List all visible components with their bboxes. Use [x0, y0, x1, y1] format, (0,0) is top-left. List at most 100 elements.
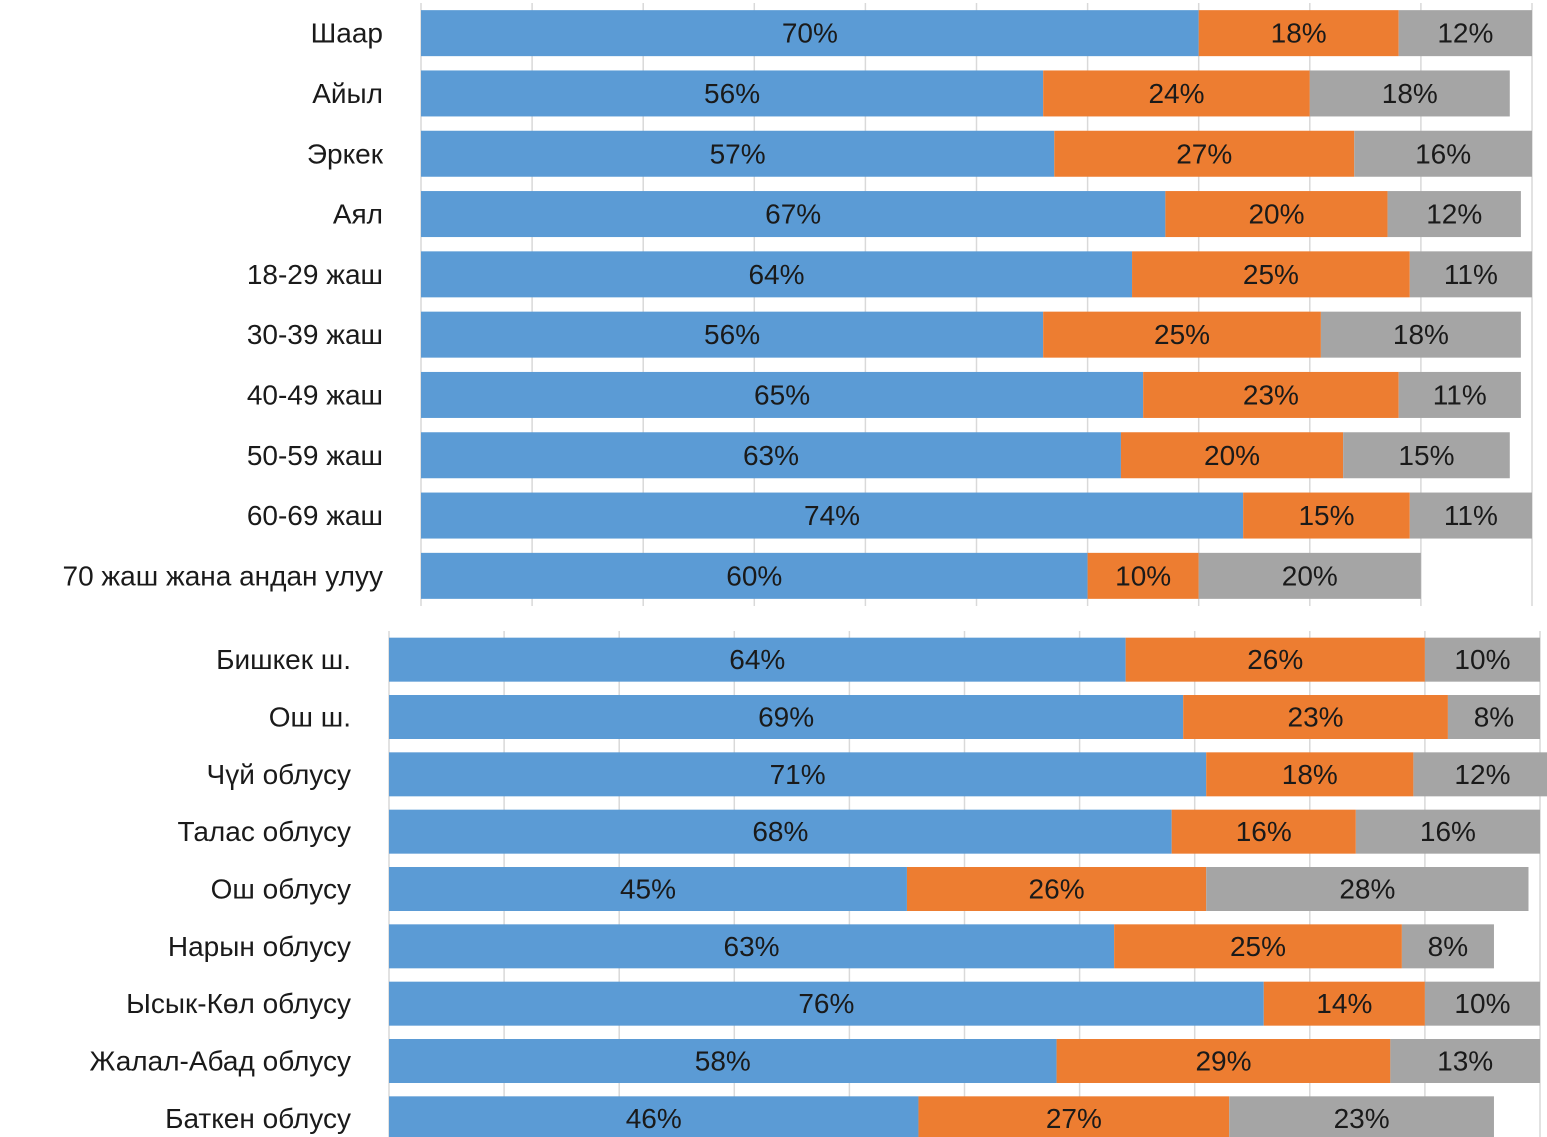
bar-segment [1409, 251, 1532, 298]
value-label: 10% [1454, 988, 1510, 1019]
bar-segment [1398, 371, 1521, 418]
value-label: 63% [743, 440, 799, 471]
value-label: 10% [1115, 560, 1171, 591]
bar-segment [421, 492, 1244, 539]
value-label: 14% [1316, 988, 1372, 1019]
value-label: 56% [704, 78, 760, 109]
value-label: 15% [1298, 500, 1354, 531]
bar-segment [918, 1096, 1230, 1137]
category-label: Нарын облусу [168, 931, 351, 962]
value-label: 64% [729, 644, 785, 675]
bar-segment [389, 867, 907, 911]
value-label: 23% [1288, 702, 1344, 733]
bar-segment [389, 1039, 1057, 1083]
bar-segment [1043, 70, 1310, 117]
bar-segment [906, 867, 1207, 911]
value-label: 18% [1282, 759, 1338, 790]
bar-segment [1263, 981, 1425, 1026]
value-label: 26% [1029, 874, 1085, 905]
bar-segment [421, 10, 1199, 57]
value-label: 13% [1437, 1046, 1493, 1077]
value-label: 76% [798, 988, 854, 1019]
value-label: 18% [1271, 18, 1327, 49]
bar-segment [421, 432, 1121, 479]
category-label: Жалал-Абад облусу [90, 1046, 351, 1077]
value-label: 69% [758, 702, 814, 733]
category-label: 40-49 жаш [247, 379, 383, 410]
bar-segment [389, 695, 1184, 739]
value-label: 16% [1415, 138, 1471, 169]
bar-segment [1183, 695, 1448, 739]
bar-segment [1354, 130, 1532, 177]
bar-segment [1243, 492, 1410, 539]
bar-segment [421, 251, 1133, 298]
value-label: 27% [1176, 138, 1232, 169]
value-label: 25% [1230, 931, 1286, 962]
value-label: 71% [770, 759, 826, 790]
bar-segment [389, 637, 1126, 682]
category-label: Эркек [307, 138, 384, 169]
value-label: 20% [1282, 560, 1338, 591]
value-label: 18% [1393, 319, 1449, 350]
value-label: 45% [620, 874, 676, 905]
category-label: 30-39 жаш [247, 319, 383, 350]
value-label: 11% [1433, 379, 1487, 410]
bar-segment [1343, 432, 1510, 479]
value-label: 11% [1444, 259, 1498, 290]
bar-segment [1447, 695, 1540, 739]
bar-segment [421, 552, 1088, 599]
bar-segment [1143, 371, 1399, 418]
bar-segment [389, 924, 1115, 969]
bar-segment [1229, 1096, 1494, 1137]
bar-segment [1424, 637, 1540, 682]
bar-segment [1206, 867, 1529, 911]
category-label: Аял [333, 199, 383, 230]
bar-segment [389, 809, 1172, 854]
bar-segment [421, 371, 1144, 418]
bar-segment [1413, 752, 1547, 797]
bar-segment [1054, 130, 1355, 177]
value-label: 28% [1339, 874, 1395, 905]
value-label: 65% [754, 379, 810, 410]
value-label: 15% [1398, 440, 1454, 471]
value-label: 23% [1243, 379, 1299, 410]
value-label: 27% [1046, 1103, 1102, 1134]
value-label: 26% [1247, 644, 1303, 675]
bar-segment [1398, 10, 1532, 57]
bar-segment [421, 130, 1055, 177]
value-label: 20% [1248, 199, 1304, 230]
value-label: 68% [752, 816, 808, 847]
bar-segment [1206, 752, 1414, 797]
bar-segment [389, 981, 1264, 1026]
value-label: 12% [1437, 18, 1493, 49]
category-label: 50-59 жаш [247, 440, 383, 471]
value-label: 23% [1334, 1103, 1390, 1134]
bar-segment [421, 70, 1044, 117]
bar-segment [1309, 70, 1510, 117]
value-label: 67% [765, 199, 821, 230]
category-label: Баткен облусу [165, 1103, 351, 1134]
bar-segment [1171, 809, 1356, 854]
value-label: 16% [1236, 816, 1292, 847]
value-label: 16% [1420, 816, 1476, 847]
bar-segment [1198, 10, 1399, 57]
category-label: Ош облусу [211, 874, 351, 905]
category-label: Айыл [312, 78, 383, 109]
value-label: 11% [1444, 500, 1498, 531]
value-label: 8% [1428, 931, 1468, 962]
value-label: 60% [726, 560, 782, 591]
bar-segment [1114, 924, 1402, 969]
value-label: 57% [710, 138, 766, 169]
category-label: Ош ш. [269, 702, 351, 733]
category-label: Чүй облусу [207, 759, 351, 790]
value-label: 29% [1195, 1046, 1251, 1077]
bar-segment [389, 752, 1207, 797]
value-label: 10% [1454, 644, 1510, 675]
bar-segment [1087, 552, 1199, 599]
bar-segment [1387, 191, 1521, 238]
value-label: 46% [626, 1103, 682, 1134]
value-label: 20% [1204, 440, 1260, 471]
category-label: 70 жаш жана андан улуу [63, 560, 384, 591]
bar-segment [421, 191, 1166, 238]
